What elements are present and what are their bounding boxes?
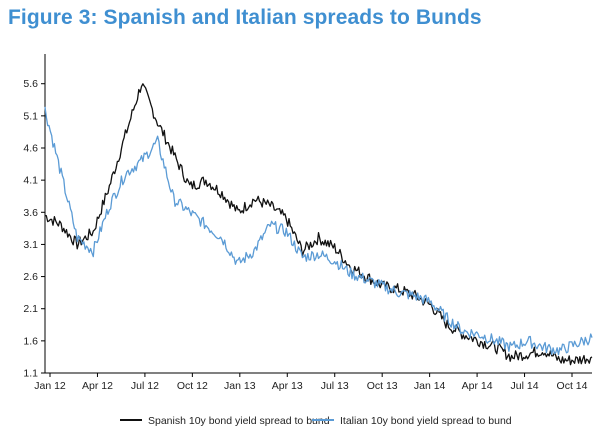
series-line-1 [44,106,593,356]
chart-lines [44,83,593,366]
x-tick-label: Jan 14 [414,380,446,392]
x-tick-label: Oct 13 [367,380,398,392]
x-tick-label: Apr 13 [272,380,303,392]
y-tick-label: 1.1 [23,368,38,380]
y-tick-label: 4.6 [23,143,38,155]
x-tick-label: Jan 12 [34,380,66,392]
legend-label-1: Italian 10y bond yield spread to bund [340,415,512,427]
y-tick-label: 2.6 [23,271,38,283]
y-tick-label: 4.1 [23,175,38,187]
x-tick-label: Jul 12 [131,380,159,392]
x-tick-label: Apr 12 [82,380,113,392]
y-tick-label: 5.1 [23,110,38,122]
x-tick-label: Oct 12 [177,380,208,392]
series-line-0 [45,83,593,366]
x-tick-label: Jan 13 [224,380,256,392]
y-tick-label: 5.6 [23,78,38,90]
x-tick-label: Apr 14 [462,380,493,392]
y-tick-label: 3.1 [23,239,38,251]
y-tick-label: 1.6 [23,335,38,347]
chart-axes: 1.1 1.6 2.1 2.6 3.1 3.6 4.1 4.6 5.1 5.6 Jan 12 Apr … [23,54,592,392]
x-tick-label: Jul 14 [511,380,539,392]
legend-label-0: Spanish 10y bond yield spread to bund [148,415,330,427]
chart-legend: Spanish 10y bond yield spread to bund Ita… [120,415,512,427]
chart-title: Figure 3: Spanish and Italian spreads to… [8,6,482,29]
y-tick-label: 2.1 [23,303,38,315]
x-tick-label: Oct 14 [557,380,588,392]
x-tick-label: Jul 13 [321,380,349,392]
y-tick-label: 3.6 [23,207,38,219]
